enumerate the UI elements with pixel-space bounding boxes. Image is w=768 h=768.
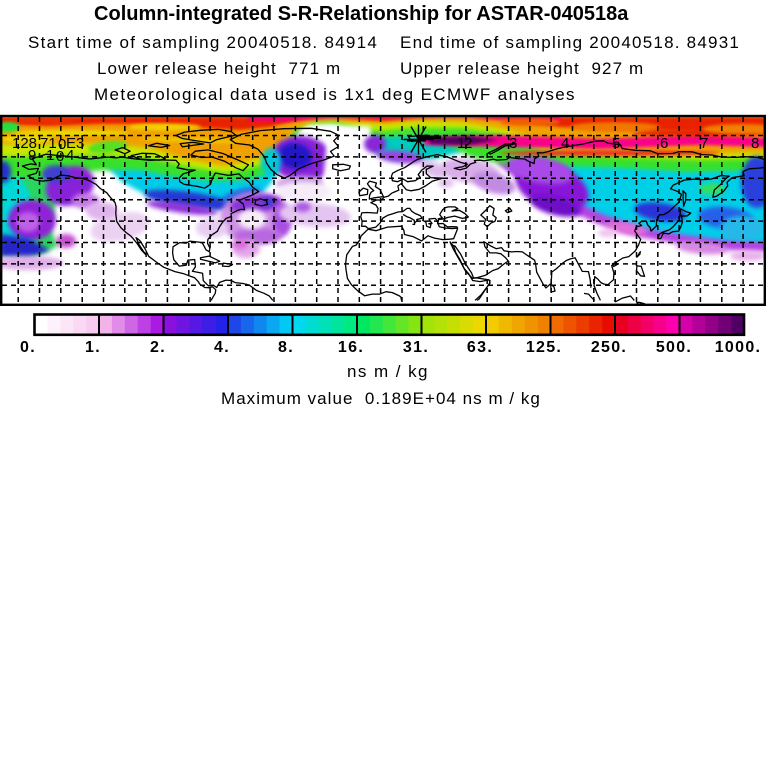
svg-text:E3: E3 bbox=[66, 135, 84, 152]
svg-text:1: 1 bbox=[457, 135, 465, 152]
svg-text:9: 9 bbox=[28, 147, 36, 164]
svg-text:0: 0 bbox=[58, 136, 66, 153]
svg-text:0: 0 bbox=[56, 148, 64, 165]
svg-text:2: 2 bbox=[464, 135, 472, 152]
svg-text:5: 5 bbox=[612, 135, 620, 152]
svg-text:3: 3 bbox=[509, 135, 517, 152]
svg-text:7: 7 bbox=[700, 135, 708, 152]
svg-text:6: 6 bbox=[660, 135, 668, 152]
svg-text:1: 1 bbox=[46, 147, 54, 164]
svg-text:4: 4 bbox=[561, 135, 569, 152]
svg-text:71: 71 bbox=[40, 135, 57, 152]
svg-text:128: 128 bbox=[12, 135, 37, 152]
svg-text:8: 8 bbox=[751, 135, 759, 152]
svg-text:4: 4 bbox=[66, 147, 74, 164]
